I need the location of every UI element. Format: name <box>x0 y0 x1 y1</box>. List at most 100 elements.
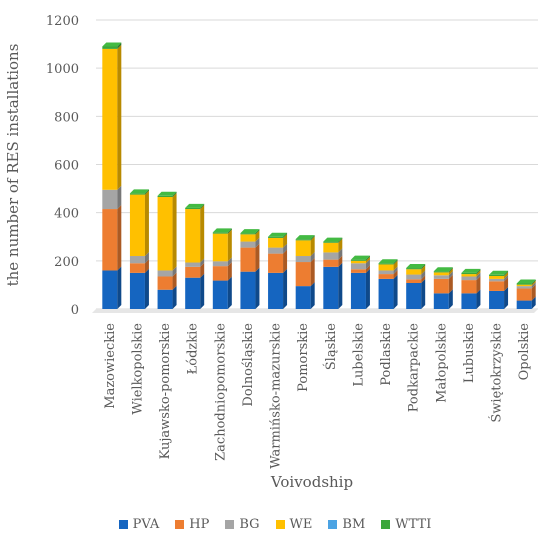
x-tick-label: Świętokrzyskie <box>488 323 505 423</box>
bar-segment-hp <box>157 272 177 290</box>
bar-segment-wtti <box>268 232 288 238</box>
x-tick-label: Małopolskie <box>434 323 449 403</box>
x-tick-label: Warmińsko-mazurskie <box>269 323 284 469</box>
bar-segment-hp <box>323 255 343 267</box>
bar-segment-hp <box>516 284 536 301</box>
x-tick-label: Śląskie <box>322 323 339 371</box>
x-tick-label: Opolskie <box>517 323 532 381</box>
bar-segment-pva <box>350 268 370 309</box>
bar-segment-bg <box>129 252 149 264</box>
bar-segment-bg <box>212 257 232 267</box>
x-axis-ticks: Mazowieckie Wielkopolskie Kujawsko-pomorsk… <box>103 323 532 469</box>
legend-item-bm: BM <box>328 517 365 532</box>
x-tick-label: Dolnośląskie <box>241 323 256 407</box>
bar-segment-pva <box>240 267 260 309</box>
bar-segment-hp <box>212 262 232 281</box>
bar-segment-wtti <box>350 255 370 261</box>
bar-segment-wtti <box>489 270 509 277</box>
bar-segment-wtti <box>378 259 398 265</box>
bar-segment-pva <box>489 286 509 309</box>
bar-segment-hp <box>378 270 398 279</box>
x-tick-label: Wielkopolskie <box>130 323 145 415</box>
bar-segment-bg <box>295 252 315 263</box>
chart-floor <box>92 309 538 313</box>
legend-label: BM <box>342 517 366 532</box>
bar-segment-bg <box>157 266 177 277</box>
y-tick-label: 600 <box>54 159 79 174</box>
legend-swatch <box>225 520 235 529</box>
bar-segment-wtti <box>295 235 315 241</box>
bar-segment-pva <box>516 296 536 309</box>
bar-segment-pva <box>212 276 232 309</box>
bar-segment-wtti <box>240 229 260 235</box>
y-axis-ticks: 0 200 400 600 800 1000 1200 <box>46 14 79 318</box>
bar-segment-pva <box>185 273 205 309</box>
bar-segment-we <box>157 193 177 271</box>
bar-segment-we <box>240 230 260 242</box>
bar-segment-we <box>350 256 370 264</box>
y-tick-label: 800 <box>54 110 79 125</box>
bar-segment-pva <box>102 266 122 309</box>
bar-segment-hp <box>129 259 149 273</box>
bar-segment-we <box>268 233 288 248</box>
bar-segment-we <box>185 205 205 263</box>
bar-segment-pva <box>157 285 177 309</box>
legend-swatch <box>381 520 391 529</box>
legend-item-hp: HP <box>175 517 209 532</box>
legend-label: PVA <box>132 517 160 532</box>
bar-segment-hp <box>295 258 315 287</box>
legend-label: BG <box>239 517 260 532</box>
bar-segment-wtti <box>461 268 481 275</box>
x-tick-label: Kujawsko-pomorskie <box>158 323 173 460</box>
bar-segment-wtti <box>157 191 177 198</box>
bar-segment-we <box>378 260 398 271</box>
legend-swatch <box>175 520 185 529</box>
bars <box>102 42 536 309</box>
bar-segment-hp <box>406 275 426 283</box>
bar-segment-we <box>461 270 481 277</box>
legend-label: WTTI <box>395 517 432 532</box>
bar-segment-we <box>102 44 122 190</box>
legend-label: HP <box>189 517 210 532</box>
bar-segment-we <box>516 280 536 287</box>
bar-segment-bg <box>461 272 481 281</box>
y-tick-label: 200 <box>54 255 79 270</box>
bar-segment-bg <box>378 266 398 275</box>
bar-segment-wtti <box>323 237 343 243</box>
legend-item-pva: PVA <box>118 517 160 532</box>
x-tick-label: Lubelskie <box>351 323 366 387</box>
x-tick-label: Lubuskie <box>462 323 477 383</box>
bar-segment-we <box>406 265 426 275</box>
x-tick-label: Łódzkie <box>186 323 201 375</box>
legend-item-we: WE <box>275 517 313 532</box>
bar-segment-pva <box>378 274 398 309</box>
x-tick-label: Mazowieckie <box>103 323 118 409</box>
x-tick-label: Podkarpackie <box>407 323 422 413</box>
legend-item-bg: BG <box>225 517 260 532</box>
bar-segment-hp <box>489 277 509 291</box>
legend: PVA HP BG WE BM WTTI <box>0 517 550 532</box>
bar-segment-wtti <box>185 203 205 210</box>
bar-segment-bg <box>406 270 426 280</box>
x-tick-label: Pomorskie <box>296 323 311 392</box>
bar-segment-wtti <box>212 228 232 234</box>
legend-swatch <box>328 520 338 529</box>
bar-segment-hp <box>433 274 453 294</box>
bar-segment-pva <box>268 268 288 309</box>
bar-segment-wtti <box>102 42 122 49</box>
bar-segment-pva <box>323 262 343 309</box>
bar-segment-we <box>323 238 343 253</box>
bar-segment-pva <box>295 282 315 309</box>
bar-segment-wtti <box>516 279 536 285</box>
bar-segment-wtti <box>433 267 453 273</box>
bar-segment-wtti <box>129 189 149 195</box>
bar-segment-we <box>433 268 453 276</box>
bar-segment-bg <box>489 274 509 282</box>
legend-label: WE <box>289 517 313 532</box>
bar-segment-we <box>212 229 232 262</box>
bar-segment-bg <box>516 282 536 289</box>
x-tick-label: Zachodniopomorskie <box>213 323 228 461</box>
bar-segment-wtti <box>406 264 426 270</box>
y-tick-label: 1000 <box>46 62 79 77</box>
bar-segment-pva <box>129 268 149 309</box>
